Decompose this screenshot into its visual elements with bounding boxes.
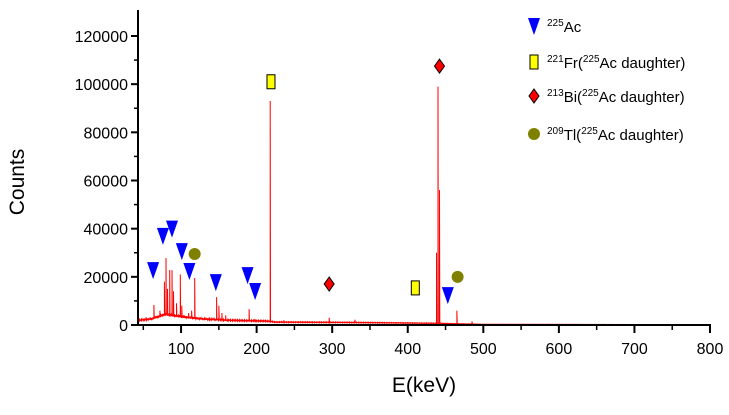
legend-entry: 221Fr(225Ac daughter): [547, 54, 685, 72]
peak-marker-down-triangle: [156, 227, 169, 245]
legend-entry: 225Ac: [547, 18, 582, 36]
x-tick-label: 600: [546, 341, 573, 358]
x-tick-label: 300: [319, 341, 346, 358]
y-tick-label: 120000: [75, 29, 128, 46]
peak-marker-down-triangle: [441, 287, 454, 305]
peak-marker-down-triangle: [209, 274, 222, 292]
x-tick-label: 500: [470, 341, 497, 358]
legend-marker-diamond-icon: [528, 88, 540, 104]
legend-marker-circle-icon: [528, 128, 540, 140]
x-tick-label: 700: [621, 341, 648, 358]
legend-marker-square-icon: [529, 54, 539, 70]
peak-marker-down-triangle: [183, 263, 196, 281]
peak-marker-diamond: [323, 276, 335, 292]
y-tick-label: 20000: [84, 270, 129, 287]
x-axis-label: E(keV): [392, 374, 456, 397]
y-tick-label: 60000: [84, 174, 129, 191]
peak-marker-down-triangle: [241, 267, 254, 285]
peak-marker-diamond: [433, 58, 446, 74]
y-tick-label: 100000: [75, 77, 128, 94]
x-tick-label: 200: [243, 341, 270, 358]
legend-entry: 209Tl(225Ac daughter): [547, 126, 684, 144]
peak-marker-square: [266, 74, 276, 90]
peak-marker-down-triangle: [175, 243, 188, 261]
x-tick-label: 800: [697, 341, 724, 358]
x-tick-label: 400: [394, 341, 421, 358]
y-tick-label: 0: [119, 318, 128, 335]
spectrum-line: [137, 86, 711, 326]
peak-marker-circle: [451, 270, 464, 283]
plot-area: 0 20000 40000 60000 80000 100000 120000 100 200 3…: [75, 10, 724, 358]
peak-marker-down-triangle: [249, 283, 262, 301]
legend-entry: 213Bi(225Ac daughter): [547, 88, 685, 106]
y-tick-label: 40000: [84, 222, 129, 239]
y-axis-label: Counts: [6, 149, 29, 216]
peak-marker-square: [410, 280, 420, 296]
peak-marker-down-triangle: [166, 220, 179, 238]
y-tick-label: 80000: [84, 125, 129, 142]
peak-marker-circle: [188, 247, 201, 260]
legend-marker-down-triangle-icon: [528, 18, 540, 35]
x-tick-label: 100: [168, 341, 195, 358]
legend: 225Ac 221Fr(225Ac daughter) 213Bi(225Ac da…: [528, 18, 685, 144]
peak-marker-down-triangle: [147, 262, 160, 280]
